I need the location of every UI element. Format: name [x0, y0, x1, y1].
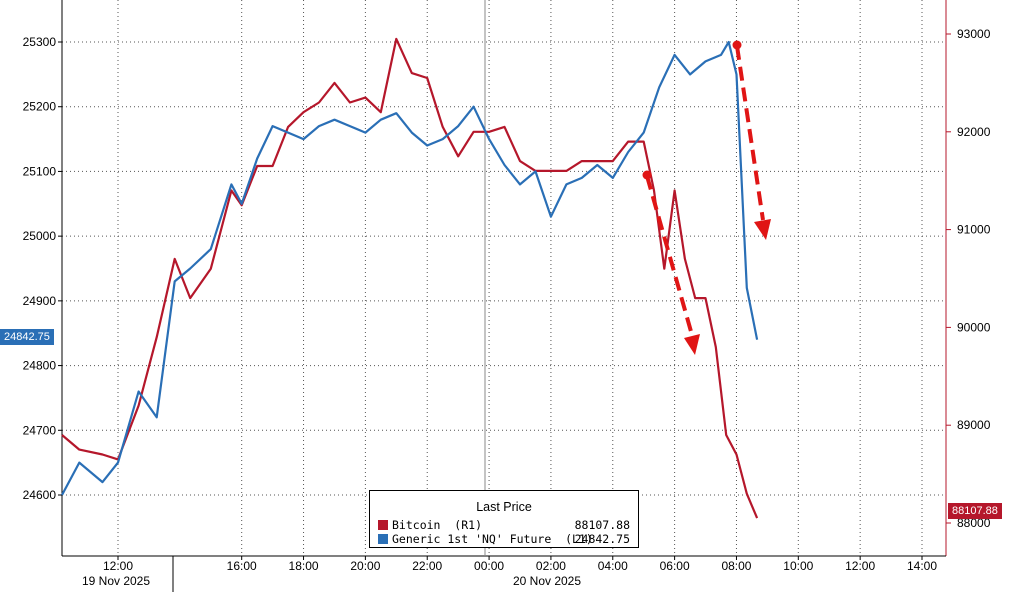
right-tick-label: 89000	[957, 418, 991, 432]
legend-swatch-nq	[378, 534, 388, 544]
x-tick-label: 12:00	[103, 559, 133, 573]
bitcoin-arrow-dot	[642, 170, 652, 180]
right-tick-label: 93000	[957, 27, 991, 41]
date-label-19-nov: 19 Nov 2025	[82, 574, 150, 588]
right-tick-label: 90000	[957, 320, 991, 334]
legend-label-nq: Generic 1st 'NQ' Future (L1)	[392, 532, 593, 546]
left-tick-label: 24700	[23, 423, 57, 437]
x-tick-label: 02:00	[536, 559, 566, 573]
nq-future-series-line	[61, 40, 759, 496]
nq-trend-arrow	[735, 45, 765, 221]
x-tick-label: 04:00	[598, 559, 628, 573]
nq-arrow-dot	[732, 40, 742, 50]
left-axis-ticks: 24600 24700 24800 24900 25000 25100 25200 25300	[23, 35, 62, 502]
left-tick-label: 24900	[23, 294, 57, 308]
right-tick-label: 91000	[957, 223, 991, 237]
series-lines	[61, 37, 759, 519]
right-tick-label: 92000	[957, 125, 991, 139]
x-tick-label: 10:00	[783, 559, 813, 573]
trend-arrows	[642, 40, 771, 355]
legend-title: Last Price	[476, 500, 532, 514]
left-tick-label: 24600	[23, 488, 57, 502]
left-tick-label: 25200	[23, 100, 57, 114]
left-tick-label: 25000	[23, 229, 57, 243]
legend-item-nq: Generic 1st 'NQ' Future (L1) 24842.75	[378, 532, 630, 546]
x-tick-label: 20:00	[350, 559, 380, 573]
legend-value-bitcoin: 88107.88	[574, 518, 630, 532]
nq-arrowhead	[754, 219, 771, 240]
plot-background	[62, 0, 946, 556]
right-axis-ticks: 88000 89000 90000 91000 92000 93000	[946, 27, 991, 530]
left-tick-label: 25100	[23, 164, 57, 178]
legend-label-bitcoin: Bitcoin (R1)	[392, 518, 483, 532]
right-last-value-tag: 88107.88	[948, 503, 1002, 519]
x-tick-label: 08:00	[721, 559, 751, 573]
left-tick-label: 25300	[23, 35, 57, 49]
x-tick-label: 14:00	[907, 559, 937, 573]
legend: Last Price Bitcoin (R1) 88107.88 Generic…	[369, 490, 639, 548]
x-axis-ticks: 12:00 16:00 18:00 20:00 22:00 00:00 02:00 04:00…	[103, 556, 937, 573]
x-tick-label: 00:00	[474, 559, 504, 573]
x-tick-label: 16:00	[227, 559, 257, 573]
x-tick-label: 18:00	[289, 559, 319, 573]
left-last-value-tag: 24842.75	[0, 329, 54, 345]
legend-item-bitcoin: Bitcoin (R1) 88107.88	[378, 518, 630, 532]
bitcoin-trend-arrow	[645, 175, 694, 336]
legend-swatch-bitcoin	[378, 520, 388, 530]
x-tick-label: 22:00	[412, 559, 442, 573]
left-tick-label: 24800	[23, 359, 57, 373]
bitcoin-arrowhead	[684, 334, 700, 355]
right-tick-label: 88000	[957, 516, 991, 530]
bitcoin-series-line	[61, 37, 759, 519]
date-label-20-nov: 20 Nov 2025	[513, 574, 581, 588]
x-tick-label: 12:00	[845, 559, 875, 573]
legend-value-nq: 24842.75	[574, 532, 630, 546]
x-tick-label: 06:00	[660, 559, 690, 573]
